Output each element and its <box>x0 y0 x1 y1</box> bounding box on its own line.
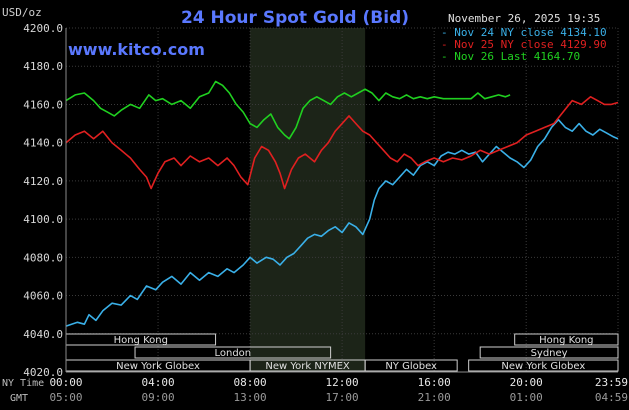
session-label: NY Globex <box>385 361 437 372</box>
session-label: Hong Kong <box>114 335 168 346</box>
session-label: Sydney <box>531 348 568 359</box>
x-tick-label-ny: 12:00 <box>326 376 359 389</box>
legend-entry: - Nov 26 Last 4164.70 <box>441 50 580 63</box>
session-bar <box>364 359 458 372</box>
series-line-nov-26 <box>65 80 511 140</box>
x-tick-label-ny: 08:00 <box>234 376 267 389</box>
y-tick-label: 4140.0 <box>23 137 63 150</box>
nymex-window-shading <box>250 28 366 372</box>
session-label: New York Globex <box>116 361 200 372</box>
x-tick-label-ny: 16:00 <box>418 376 451 389</box>
x-tick-label-gmt: 09:00 <box>141 391 174 404</box>
y-tick-label: 4100.0 <box>23 213 63 226</box>
x-tick-label-ny: 00:00 <box>49 376 82 389</box>
y-tick-label: 4080.0 <box>23 251 63 264</box>
session-bar <box>468 359 619 372</box>
watermark-url: www.kitco.com <box>68 40 205 59</box>
x-tick-label-gmt: 04:59 <box>595 391 628 404</box>
session-bar <box>134 346 332 359</box>
legend-entry: - Nov 25 NY close 4129.90 <box>441 38 607 51</box>
chart-title: 24 Hour Spot Gold (Bid) <box>181 8 409 28</box>
x-tick-label-gmt: 17:00 <box>326 391 359 404</box>
y-tick-label: 4120.0 <box>23 175 63 188</box>
x-tick-label-ny: 04:00 <box>141 376 174 389</box>
session-bar <box>514 333 619 346</box>
session-label: London <box>214 348 251 359</box>
x-tick-label-gmt: 01:00 <box>510 391 543 404</box>
x-tick-label-gmt: 21:00 <box>418 391 451 404</box>
x-tick-label-ny: 23:59 <box>595 376 628 389</box>
session-bar <box>479 346 619 359</box>
x-axis-label-gmt: GMT <box>10 393 28 404</box>
x-tick-label-ny: 20:00 <box>510 376 543 389</box>
chart-timestamp: November 26, 2025 19:35 <box>448 12 600 25</box>
session-label: New York NYMEX <box>265 361 350 372</box>
series-line-nov-24 <box>65 118 619 327</box>
session-label: Hong Kong <box>539 335 593 346</box>
y-tick-label: 4060.0 <box>23 290 63 303</box>
y-tick-label: 4040.0 <box>23 328 63 341</box>
x-axis-label-ny: NY Time <box>2 378 44 389</box>
y-tick-label: 4200.0 <box>23 22 63 35</box>
x-tick-label-gmt: 13:00 <box>234 391 267 404</box>
y-tick-label: 4180.0 <box>23 60 63 73</box>
y-tick-label: 4160.0 <box>23 98 63 111</box>
series-line-nov-25 <box>65 96 619 190</box>
legend-entry: - Nov 24 NY close 4134.10 <box>441 26 607 39</box>
y-tick-label: 4020.0 <box>23 366 63 379</box>
x-tick-label-gmt: 05:00 <box>49 391 82 404</box>
y-axis-unit-label: USD/oz <box>2 6 42 19</box>
session-label: New York Globex <box>501 361 585 372</box>
